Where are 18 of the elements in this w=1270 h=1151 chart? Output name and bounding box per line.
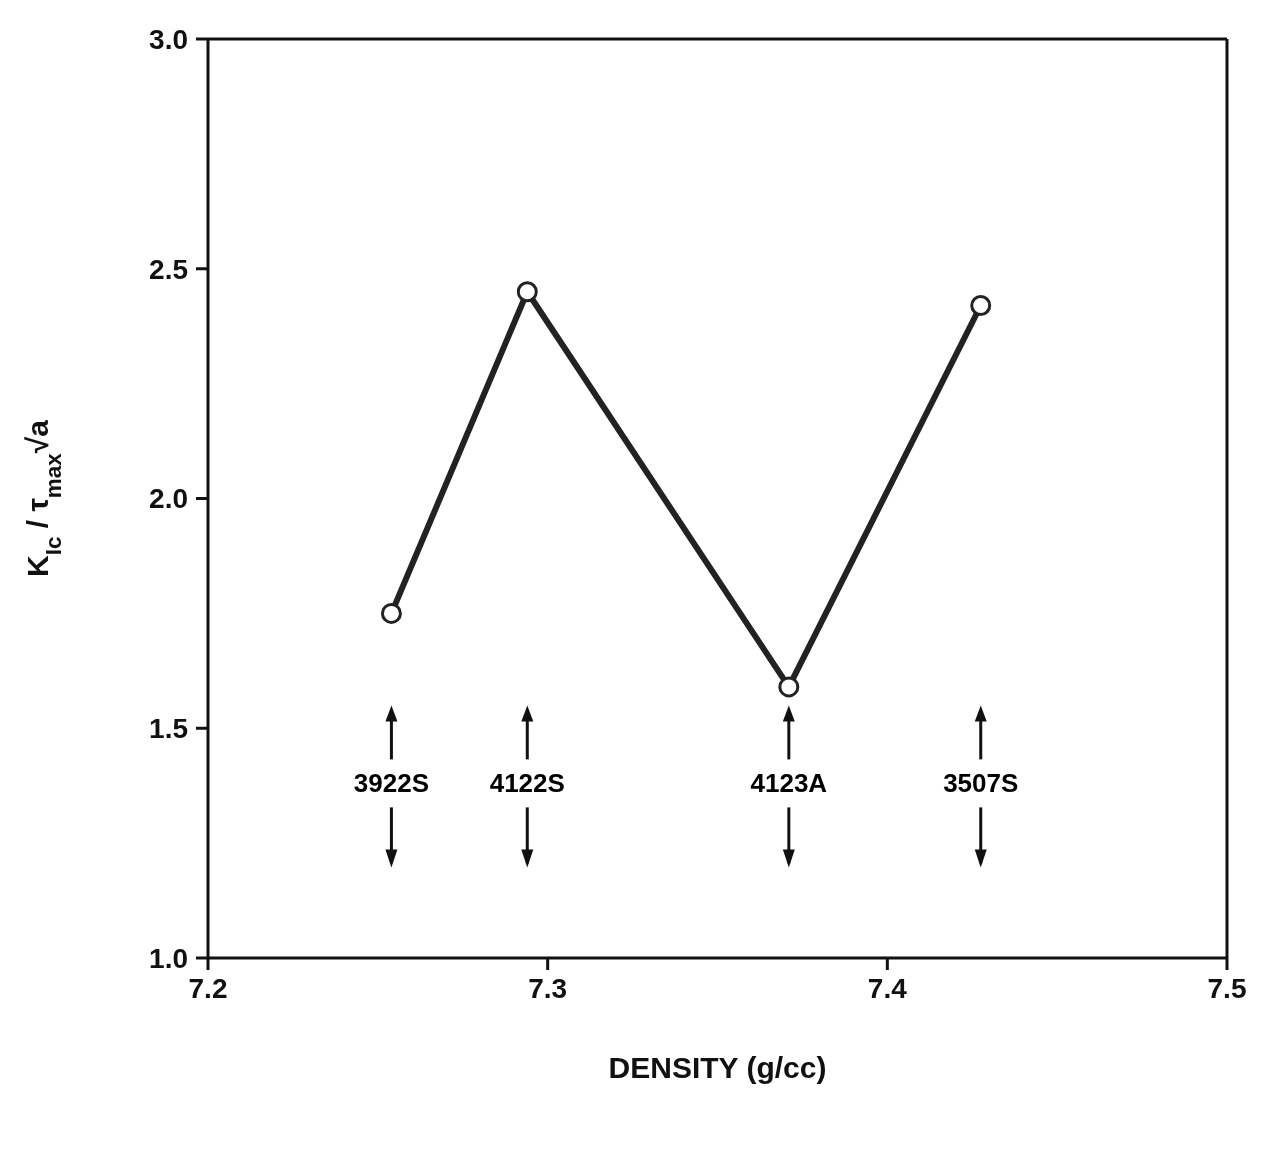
point [778,676,800,698]
x-tick-label: 7.2 [188,972,228,1004]
annotation: 3922S [353,768,430,799]
y-tick-label: 2.5 [149,253,188,285]
annotation: 4122S [489,768,565,799]
y-tick-label: 2.0 [149,483,188,515]
x-tick-label: 7.5 [1207,972,1247,1004]
x-tick-label: 7.3 [528,972,568,1004]
annotation: 3507S [943,768,1019,799]
point [380,602,402,624]
x-axis-title: DENSITY (g/cc) [608,1051,827,1084]
y-tick-label: 3.0 [149,23,188,55]
point [516,281,538,303]
point [970,295,992,317]
annotation: 4123A [750,768,828,799]
y-tick-label: 1.0 [149,942,188,974]
y-tick-label: 1.5 [149,713,188,745]
x-tick-label: 7.4 [867,972,908,1004]
